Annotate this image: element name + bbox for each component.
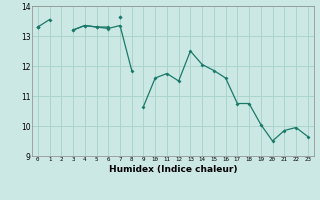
X-axis label: Humidex (Indice chaleur): Humidex (Indice chaleur) xyxy=(108,165,237,174)
